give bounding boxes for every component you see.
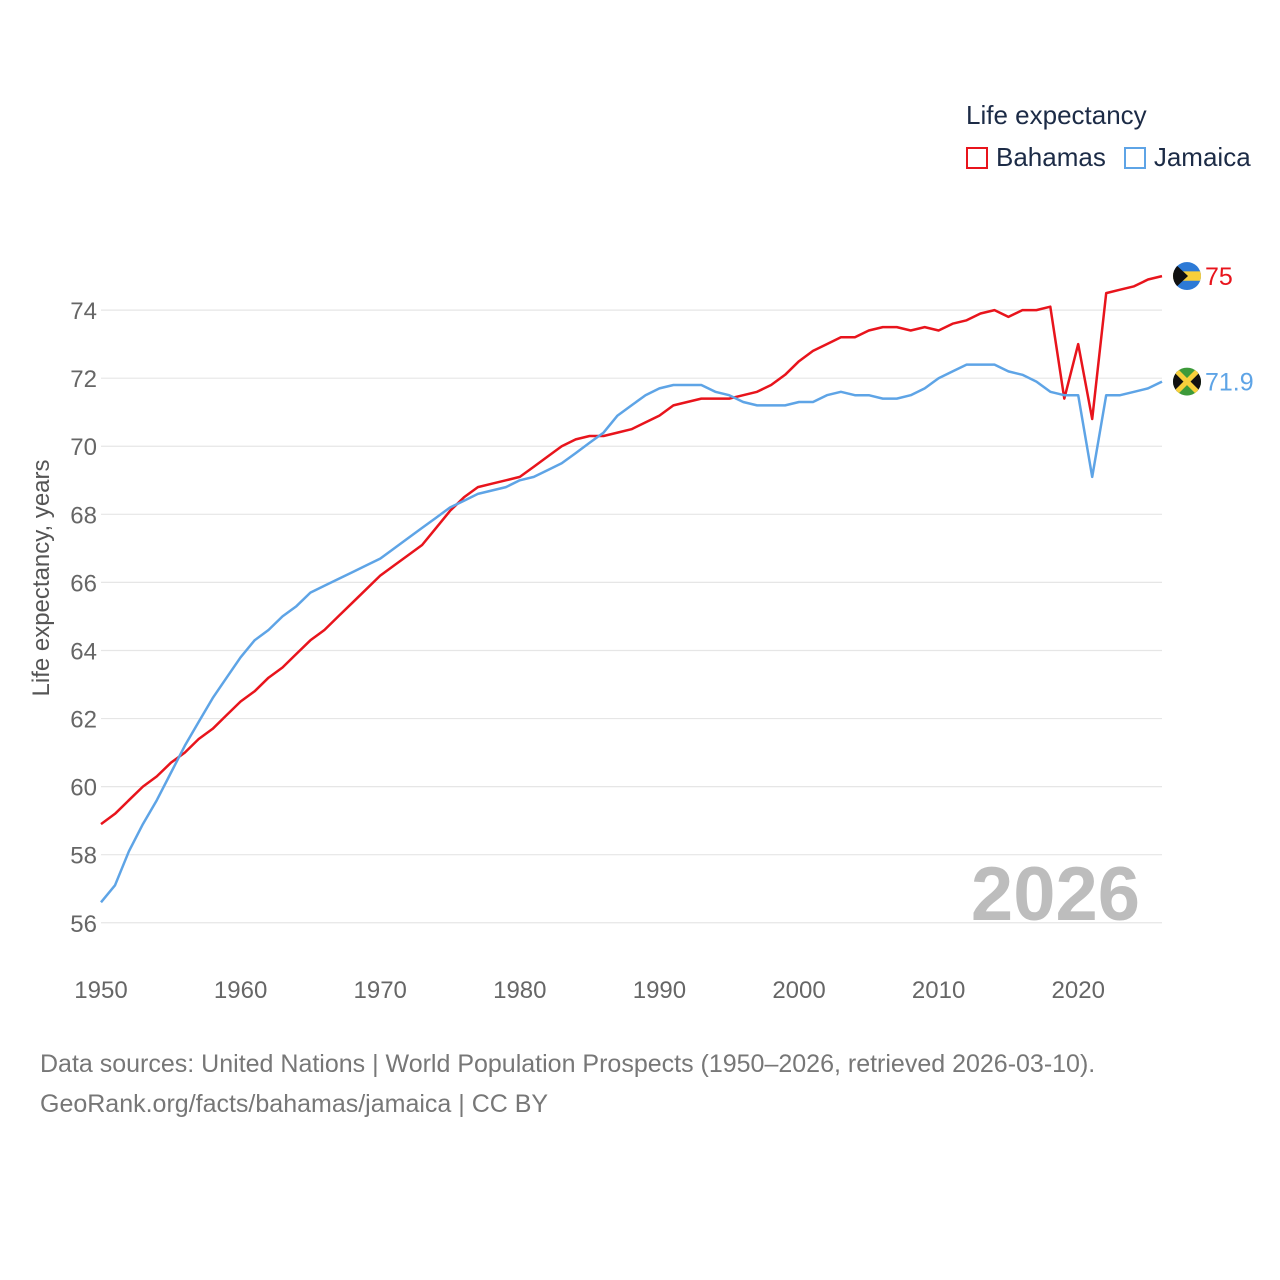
bahamas-flag-icon xyxy=(1173,262,1201,291)
legend-item-bahamas[interactable]: Bahamas xyxy=(966,142,1106,173)
y-axis-ticks: 56 58 60 62 64 66 68 70 72 74 xyxy=(70,298,97,938)
y-tick-label-58: 58 xyxy=(70,843,97,870)
legend-title: Life expectancy xyxy=(966,100,1147,130)
legend-label-jamaica: Jamaica xyxy=(1153,142,1251,172)
x-axis-ticks: 1950 1960 1970 1980 1990 2000 2010 2020 xyxy=(74,977,1105,1004)
y-tick-label-68: 68 xyxy=(70,502,97,529)
y-tick-label-74: 74 xyxy=(70,298,97,325)
series-line-jamaica[interactable] xyxy=(100,363,1163,904)
x-tick-label-2000: 2000 xyxy=(772,977,825,1004)
legend: Bahamas Jamaica xyxy=(966,142,1269,173)
end-labels: 75 71.9 xyxy=(1173,262,1254,397)
footer: Data sources: United Nations | World Pop… xyxy=(40,1044,1095,1124)
y-tick-label-60: 60 xyxy=(70,775,97,802)
y-tick-label-56: 56 xyxy=(70,911,97,938)
x-tick-label-2020: 2020 xyxy=(1052,977,1105,1004)
x-tick-label-1980: 1980 xyxy=(493,977,546,1004)
y-tick-label-62: 62 xyxy=(70,707,97,734)
series-lines xyxy=(100,274,1163,904)
y-tick-label-70: 70 xyxy=(70,434,97,461)
end-label-bahamas: 75 xyxy=(1205,263,1233,291)
series-line-bahamas[interactable] xyxy=(100,274,1163,826)
legend-swatch-jamaica xyxy=(1123,146,1146,169)
x-tick-label-1950: 1950 xyxy=(74,977,127,1004)
y-tick-label-64: 64 xyxy=(70,638,97,665)
jamaica-flag-icon xyxy=(1173,367,1201,396)
y-tick-label-66: 66 xyxy=(70,570,97,597)
end-label-jamaica: 71.9 xyxy=(1205,369,1254,397)
footer-sources: Data sources: United Nations | World Pop… xyxy=(40,1050,1096,1078)
legend-swatch-bahamas xyxy=(966,146,988,169)
legend-item-jamaica[interactable]: Jamaica xyxy=(1123,142,1251,173)
y-tick-label-72: 72 xyxy=(70,366,97,393)
legend-label-bahamas: Bahamas xyxy=(996,142,1106,172)
x-tick-label-1990: 1990 xyxy=(633,977,686,1004)
x-tick-label-2010: 2010 xyxy=(912,977,965,1004)
grid-lines xyxy=(101,309,1162,924)
x-tick-label-1970: 1970 xyxy=(354,977,407,1004)
footer-attribution[interactable]: GeoRank.org/facts/bahamas/jamaica | CC B… xyxy=(40,1090,549,1118)
year-watermark: 2026 xyxy=(971,852,1140,937)
x-tick-label-1960: 1960 xyxy=(214,977,267,1004)
y-axis-label: Life expectancy, years xyxy=(28,459,55,697)
